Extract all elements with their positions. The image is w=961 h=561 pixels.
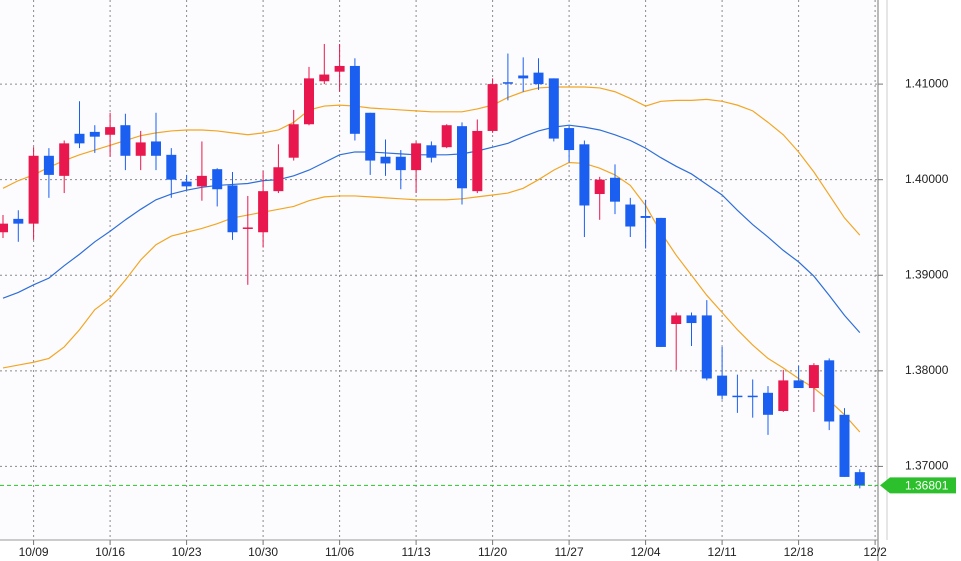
x-tick-label: 12/18 <box>784 545 814 559</box>
band-line <box>2 161 861 433</box>
candle-body <box>151 141 161 156</box>
candle-body <box>518 75 529 79</box>
candle-body <box>319 74 330 82</box>
candle-body <box>564 128 575 151</box>
candle-body <box>105 127 116 135</box>
candle-body <box>196 175 207 187</box>
candle-body <box>227 185 238 233</box>
candle-body <box>242 227 253 229</box>
candle-body <box>686 315 697 324</box>
x-tick-label: 12/11 <box>708 545 737 559</box>
x-tick-label: 11/27 <box>555 545 584 559</box>
candle-body <box>594 179 605 195</box>
band-line <box>2 86 861 236</box>
candle-body <box>732 395 743 398</box>
candle-body <box>43 155 54 175</box>
candle-body <box>533 72 544 85</box>
candle-body <box>135 142 146 156</box>
candle-body <box>181 181 192 187</box>
candle-body <box>824 360 835 422</box>
candle-body <box>793 380 804 389</box>
x-tick-label: 10/30 <box>248 545 278 559</box>
candle-body <box>212 169 223 190</box>
candle-body <box>747 395 758 398</box>
x-tick-label: 11/20 <box>478 545 507 559</box>
candle-body <box>0 223 8 233</box>
x-tick-label: 12/2 <box>863 545 887 559</box>
candle-body <box>89 131 100 137</box>
candle-body <box>273 167 284 192</box>
x-tick-label: 10/16 <box>95 545 125 559</box>
candle-body <box>778 380 789 411</box>
candle-body <box>28 155 39 224</box>
candle-body <box>457 126 467 189</box>
candle-body <box>365 112 376 161</box>
candle-body <box>610 177 620 202</box>
candle-body <box>854 472 865 486</box>
candle-body <box>655 217 666 347</box>
candle-body <box>166 154 177 180</box>
candle-body <box>120 125 131 156</box>
candle-body <box>304 78 314 125</box>
candle-body <box>258 191 269 233</box>
candle-body <box>717 375 728 396</box>
candle-body <box>395 156 406 171</box>
candle-body <box>671 315 682 324</box>
y-tick-label: 1.38000 <box>905 363 949 377</box>
y-tick-label: 1.39000 <box>905 267 949 281</box>
candle-body <box>441 125 452 148</box>
x-tick-label: 11/13 <box>402 545 431 559</box>
x-tick-label: 10/09 <box>19 545 49 559</box>
candle-body <box>502 82 513 84</box>
candle-body <box>426 145 437 158</box>
candle-body <box>334 65 345 72</box>
candle-body <box>487 84 498 131</box>
candle-body <box>579 144 590 206</box>
candle-body <box>548 78 559 139</box>
x-tick-label: 11/06 <box>325 545 354 559</box>
candle-body <box>839 414 850 477</box>
candle-body <box>380 156 391 164</box>
candle-body <box>640 216 651 218</box>
y-tick-label: 1.41000 <box>905 76 949 90</box>
candle-body <box>349 65 360 134</box>
candle-body <box>13 218 24 224</box>
candle-body <box>763 392 773 415</box>
candle-body <box>701 315 712 379</box>
candle-body <box>288 124 299 158</box>
candle-body <box>74 133 85 144</box>
candle-body <box>625 204 636 227</box>
candle-body <box>59 143 70 176</box>
y-tick-label: 1.40000 <box>905 172 949 186</box>
candle-body <box>472 130 483 192</box>
current-price-label: 1.36801 <box>905 479 949 493</box>
plot-area <box>0 0 878 540</box>
y-tick-label: 1.37000 <box>905 459 949 473</box>
current-price-tag <box>880 477 956 494</box>
candle-body <box>808 365 819 389</box>
candle-body <box>411 143 422 171</box>
x-tick-label: 10/23 <box>172 545 202 559</box>
x-tick-label: 12/04 <box>631 545 661 559</box>
